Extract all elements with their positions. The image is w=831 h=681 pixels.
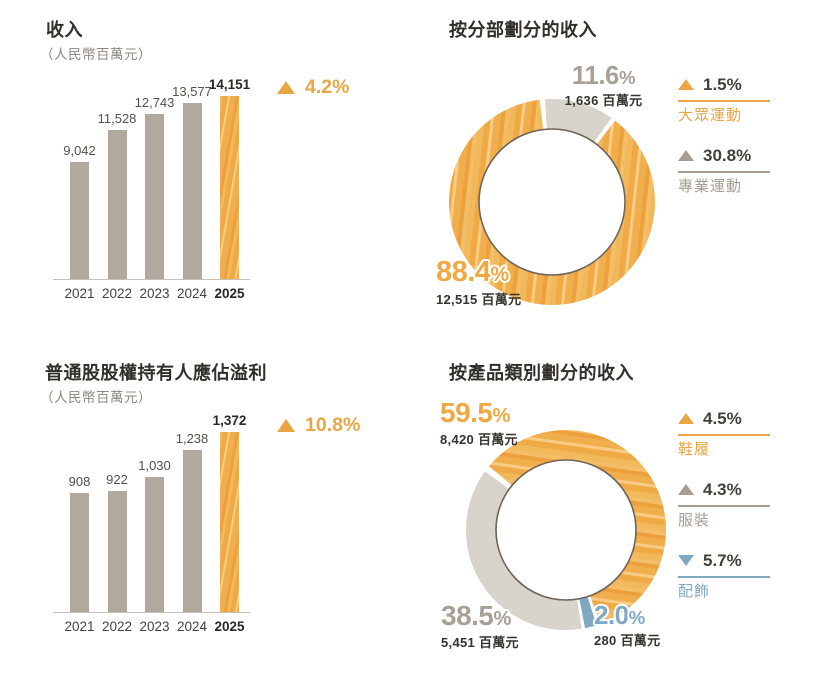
legend-growth-row: 30.8%	[678, 145, 770, 173]
bar-value-label: 11,528	[97, 111, 137, 126]
segment-legend: 1.5% 大眾運動 30.8% 專業運動	[678, 74, 770, 216]
bar-value-label: 1,238	[175, 431, 209, 446]
bar-value-label: 922	[106, 472, 128, 487]
bar-2024	[182, 450, 202, 612]
slice-percent: 11.6%	[571, 60, 636, 90]
up-triangle-icon	[277, 81, 295, 94]
bar-2023	[145, 477, 164, 612]
legend-item-blue: 5.7% 配飾	[678, 550, 770, 601]
x-axis-tick-label: 2024	[176, 286, 208, 301]
revenue-unit-label: （人民幣百萬元）	[40, 47, 152, 62]
profit-unit-label: （人民幣百萬元）	[40, 390, 152, 405]
profit-growth-value: 10.8%	[305, 414, 361, 436]
bar-2022	[107, 491, 127, 612]
profit-growth-badge: 10.8%	[277, 414, 360, 437]
up-triangle-icon	[277, 419, 295, 432]
legend-growth-value: 4.3%	[703, 479, 742, 499]
donut-slice-label: 59.5% 8,420 百萬元	[440, 397, 518, 447]
slice-percent: 88.4%	[436, 256, 509, 288]
up-triangle-icon	[678, 412, 694, 424]
legend-growth-value: 1.5%	[703, 74, 742, 94]
x-axis-tick-label: 2021	[64, 286, 95, 301]
x-axis-tick-label: 2021	[64, 619, 95, 634]
slice-amount: 1,636 百萬元	[564, 93, 643, 108]
legend-item-orange: 4.5% 鞋履	[678, 408, 770, 459]
slice-amount: 280 百萬元	[594, 633, 661, 648]
profit-title: 普通股股權持有人應佔溢利	[45, 363, 267, 383]
bar-2025	[220, 432, 239, 612]
legend-growth-row: 4.5%	[678, 408, 770, 436]
x-axis-tick-label: 2022	[101, 619, 133, 634]
bar-value-label: 1,372	[212, 412, 247, 428]
revenue-title: 收入	[46, 20, 83, 40]
profit-bar-chart: 908 2021 922 2022 1,030 2023 1,238 2024 1,372 202…	[53, 413, 255, 633]
legend-item-gray: 4.3% 服裝	[678, 479, 770, 530]
down-triangle-icon	[678, 554, 694, 566]
bar-value-label: 9,042	[63, 143, 96, 158]
bar-value-label: 1,030	[138, 458, 171, 473]
legend-category-label: 大眾運動	[678, 107, 743, 124]
legend-growth-row: 1.5%	[678, 74, 770, 102]
legend-category-label: 配飾	[678, 583, 711, 600]
segment-donut-title: 按分部劃分的收入	[449, 20, 597, 40]
donut-slice-label: 2.0% 280 百萬元	[594, 602, 660, 647]
bar-value-label: 14,151	[208, 76, 251, 92]
slice-amount: 8,420 百萬元	[440, 432, 518, 447]
revenue-growth-badge: 4.2%	[277, 76, 349, 99]
legend-growth-row: 5.7%	[678, 550, 770, 578]
x-axis-line	[53, 278, 250, 280]
up-triangle-icon	[678, 149, 694, 161]
x-axis-tick-label: 2025	[214, 286, 245, 301]
category-donut-chart	[466, 430, 666, 630]
x-axis-tick-label: 2025	[214, 619, 245, 634]
x-axis-tick-label: 2024	[176, 619, 208, 634]
legend-category-label: 鞋履	[678, 441, 711, 458]
bar-2025	[220, 96, 239, 279]
donut-slice-label: 38.5% 5,451 百萬元	[441, 600, 519, 650]
segment-donut-chart	[449, 99, 655, 305]
slice-amount: 12,515 百萬元	[436, 292, 522, 307]
legend-item-orange: 1.5% 大眾運動	[678, 74, 770, 125]
bar-2022	[107, 130, 127, 279]
donut-slice-label: 11.6% 1,636 百萬元	[556, 62, 651, 107]
bar-value-label: 908	[68, 474, 91, 489]
slice-percent: 2.0%	[594, 600, 645, 630]
up-triangle-icon	[678, 78, 694, 90]
legend-growth-value: 30.8%	[703, 145, 752, 165]
x-axis-tick-label: 2023	[139, 619, 170, 634]
bar-2024	[182, 103, 202, 279]
slice-percent: 59.5%	[440, 397, 510, 428]
x-axis-tick-label: 2023	[139, 286, 170, 301]
bar-value-label: 12,743	[134, 95, 175, 110]
donut-slice-orange	[449, 99, 655, 305]
legend-growth-value: 4.5%	[703, 408, 742, 428]
legend-growth-value: 5.7%	[703, 550, 742, 570]
legend-category-label: 專業運動	[678, 178, 743, 195]
bar-2021	[70, 493, 89, 612]
revenue-bar-chart: 9,042 2021 11,528 2022 12,743 2023 13,577 2024 1…	[53, 77, 255, 300]
x-axis-line	[53, 611, 250, 613]
revenue-growth-value: 4.2%	[305, 76, 350, 98]
x-axis-tick-label: 2022	[101, 286, 133, 301]
donut-slice-label: 88.4% 12,515 百萬元	[436, 256, 522, 307]
slice-percent: 38.5%	[441, 600, 511, 631]
legend-category-label: 服裝	[678, 512, 711, 529]
up-triangle-icon	[678, 483, 694, 495]
category-legend: 4.5% 鞋履 4.3% 服裝 5.7% 配飾	[678, 408, 770, 621]
category-donut-title: 按產品類別劃分的收入	[449, 363, 634, 383]
donut-slice-gray	[449, 99, 655, 305]
bar-2023	[145, 114, 164, 279]
legend-item-gray: 30.8% 專業運動	[678, 145, 770, 196]
legend-growth-row: 4.3%	[678, 479, 770, 507]
slice-amount: 5,451 百萬元	[441, 635, 519, 650]
bar-value-label: 13,577	[172, 84, 212, 99]
bar-2021	[70, 162, 89, 279]
